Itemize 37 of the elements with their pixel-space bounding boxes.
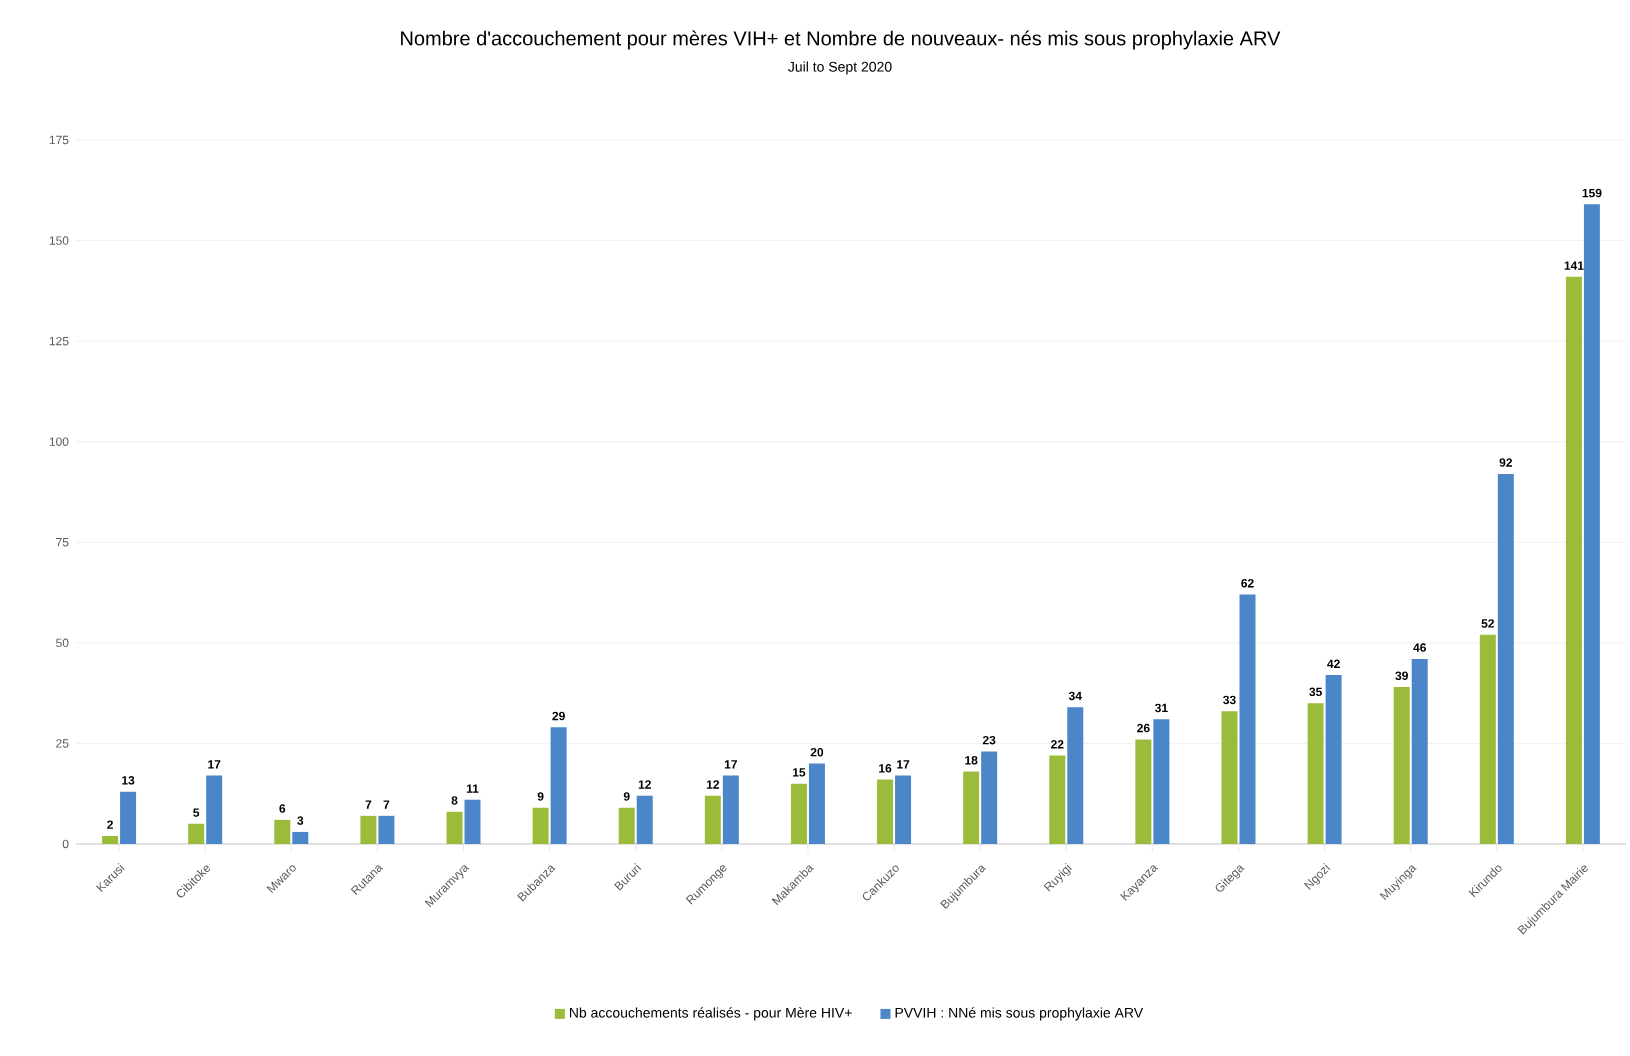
chart-title: Nombre d'accouchement pour mères VIH+ et Nombre de nouveaux- nés mis sous prophylaxie ARV: [401, 30, 1281, 50]
bar: [274, 819, 291, 844]
bar: [292, 831, 309, 844]
bar: [1239, 594, 1256, 844]
bar: [1153, 719, 1170, 844]
bar: [360, 815, 377, 844]
bar: [532, 807, 549, 844]
bar: [1565, 276, 1582, 844]
bar: [981, 751, 998, 844]
bar: [1325, 675, 1342, 844]
bar: [618, 807, 635, 844]
bar: [963, 771, 980, 844]
bar: [790, 783, 807, 844]
bar: [464, 799, 481, 844]
bar: [808, 763, 825, 844]
bar: [1221, 711, 1238, 844]
bar: [378, 815, 395, 844]
bar: [877, 779, 894, 844]
bar: [1049, 755, 1066, 844]
bar: [722, 775, 739, 844]
bar: [1307, 703, 1324, 844]
bar: [188, 823, 205, 844]
bar: [704, 795, 721, 844]
bar: [1411, 658, 1428, 844]
bar: [1393, 687, 1410, 844]
bar: [1067, 707, 1084, 844]
bar: [1497, 473, 1514, 844]
bar: [895, 775, 912, 844]
bar: [1479, 634, 1496, 844]
bar: [1583, 204, 1600, 844]
bar: [102, 835, 119, 844]
bar: [206, 775, 223, 844]
bar: [120, 791, 137, 844]
bar: [446, 811, 463, 844]
bar: [636, 795, 653, 844]
bar: [1135, 739, 1152, 844]
bar: [550, 727, 567, 844]
